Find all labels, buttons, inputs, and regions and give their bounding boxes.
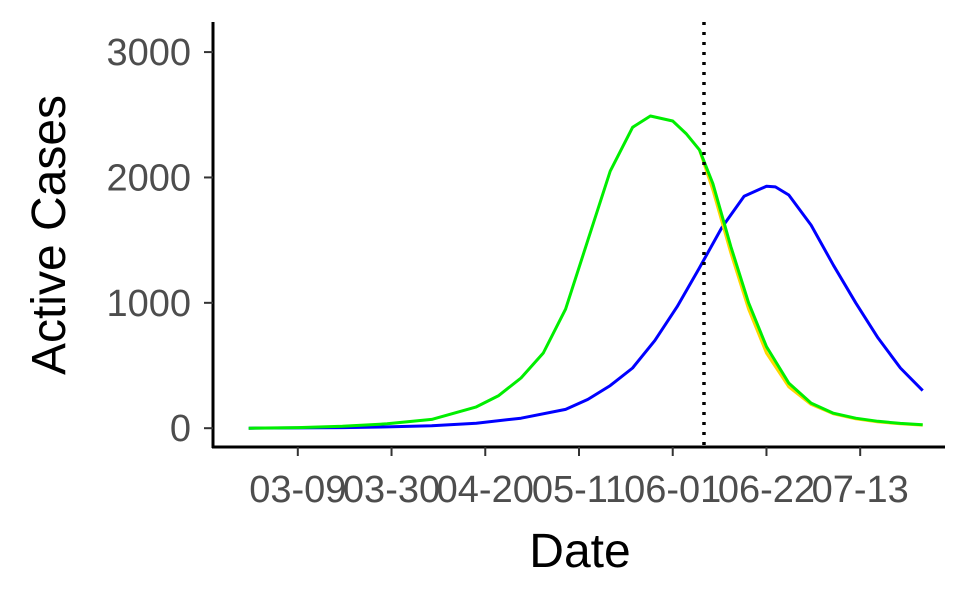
y-tick-label: 1000: [106, 283, 191, 325]
x-tick-label: 06-01: [624, 469, 721, 511]
y-axis-title: Active Cases: [23, 95, 76, 375]
y-axis-ticks: 0 1000 2000 3000: [106, 32, 213, 450]
x-tick-label: 03-30: [343, 469, 440, 511]
plot-area: [248, 22, 924, 447]
y-tick-label: 0: [170, 408, 191, 450]
x-axis-title: Date: [529, 525, 630, 578]
series-line-1: [248, 184, 924, 430]
y-tick-label: 2000: [106, 157, 191, 199]
x-tick-label: 04-20: [437, 469, 534, 511]
axes: [211, 22, 945, 449]
x-tick-label: 07-13: [812, 469, 909, 511]
series-line-3: [248, 114, 923, 430]
x-tick-label: 06-22: [718, 469, 815, 511]
x-tick-label: 05-11: [532, 469, 626, 511]
x-tick-label: 03-09: [249, 469, 346, 511]
series-line-2: [698, 149, 923, 427]
y-tick-label: 3000: [106, 32, 191, 74]
